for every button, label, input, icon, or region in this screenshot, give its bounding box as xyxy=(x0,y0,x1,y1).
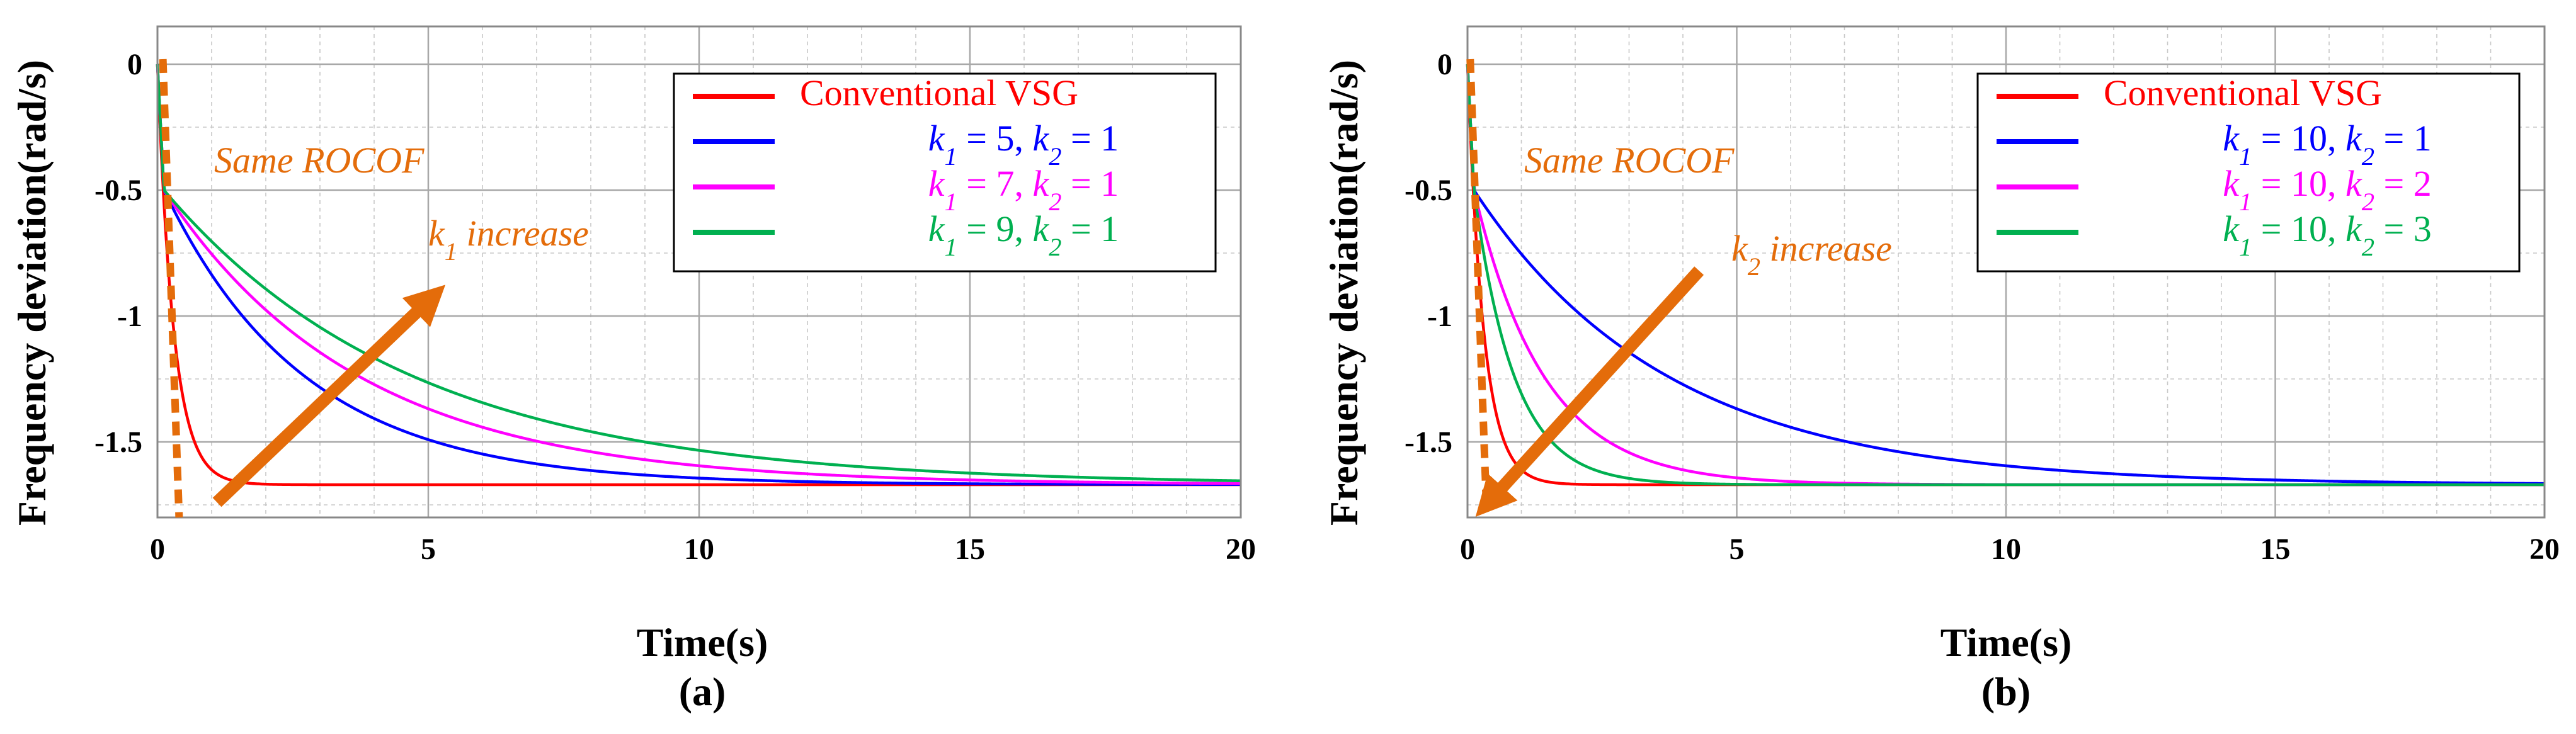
y-tick-label: 0 xyxy=(127,48,142,81)
y-tick-label: 0 xyxy=(1437,48,1452,81)
legend-entry: Conventional VSG xyxy=(2104,72,2382,113)
trend-arrow xyxy=(212,285,446,507)
x-tick-label: 0 xyxy=(150,533,165,566)
y-tick-label: -1 xyxy=(117,300,142,333)
series-line xyxy=(156,64,1241,485)
x-tick-label: 5 xyxy=(1730,533,1745,566)
series-lines xyxy=(156,64,1241,487)
chart-panel-a: 0 5 10 15 20 0 -0.5 -1 -1.5 Time(s) Frequency de… xyxy=(9,25,1256,714)
series-line xyxy=(1466,64,2545,487)
rocof-annotation: Same ROCOF xyxy=(214,140,425,181)
trend-arrow xyxy=(1475,266,1704,517)
legend-entry: Conventional VSG xyxy=(800,72,1078,113)
y-tick-label: -1 xyxy=(1427,300,1452,333)
legend-box xyxy=(673,72,1217,273)
trend-annotation: k1 increase xyxy=(428,213,589,266)
plot-frame xyxy=(156,25,1242,519)
x-axis-label: Time(s) xyxy=(637,620,768,665)
x-tick-label: 20 xyxy=(1226,533,1256,566)
legend-entry: k1 = 9, k2 = 1 xyxy=(928,208,1119,261)
rocof-tangent-line xyxy=(159,59,183,518)
legend: Conventional VSG k1 = 5, k2 = 1k1 = 7, k2… xyxy=(673,72,1217,273)
rocof-tangent-line xyxy=(1466,59,1490,505)
y-tick-label: -1.5 xyxy=(94,426,142,459)
y-tick-label: -0.5 xyxy=(1405,174,1452,207)
series-line xyxy=(156,64,1241,483)
y-axis-label: Frequency deviation(rad/s) xyxy=(1321,60,1366,526)
series-line xyxy=(1466,64,2545,485)
legend-entry: k1 = 10, k2 = 1 xyxy=(2223,118,2432,171)
series-line xyxy=(156,64,1241,487)
series-lines xyxy=(1466,64,2545,487)
tick-labels: 0 5 10 15 20 0 -0.5 -1 -1.5 xyxy=(94,48,1256,566)
legend-entry: k1 = 10, k2 = 2 xyxy=(2223,163,2432,216)
legend-entry: k1 = 7, k2 = 1 xyxy=(928,163,1119,216)
y-tick-label: -0.5 xyxy=(94,174,142,207)
y-tick-label: -1.5 xyxy=(1405,426,1452,459)
y-axis-label: Frequency deviation(rad/s) xyxy=(9,60,54,526)
legend-entry: k1 = 5, k2 = 1 xyxy=(928,118,1119,171)
x-tick-label: 10 xyxy=(684,533,714,566)
rocof-annotation: Same ROCOF xyxy=(1524,140,1735,181)
trend-annotation: k2 increase xyxy=(1731,228,1892,281)
x-tick-label: 20 xyxy=(2529,533,2560,566)
x-tick-label: 10 xyxy=(1991,533,2021,566)
panel-label: (a) xyxy=(679,669,726,714)
legend-entry: k1 = 10, k2 = 3 xyxy=(2223,208,2432,261)
legend-box xyxy=(1976,72,2521,273)
x-tick-label: 0 xyxy=(1460,533,1475,566)
annotations: Same ROCOF k2 increase xyxy=(1466,59,1892,517)
x-tick-label: 15 xyxy=(955,533,985,566)
chart-panel-b: 0 5 10 15 20 0 -0.5 -1 -1.5 Time(s) Frequency de… xyxy=(1321,25,2560,714)
panel-label: (b) xyxy=(1981,669,2031,714)
x-tick-label: 15 xyxy=(2260,533,2291,566)
plot-frame xyxy=(1466,25,2546,519)
tick-labels: 0 5 10 15 20 0 -0.5 -1 -1.5 xyxy=(1405,48,2560,566)
x-tick-label: 5 xyxy=(421,533,436,566)
x-axis-label: Time(s) xyxy=(1941,620,2072,665)
